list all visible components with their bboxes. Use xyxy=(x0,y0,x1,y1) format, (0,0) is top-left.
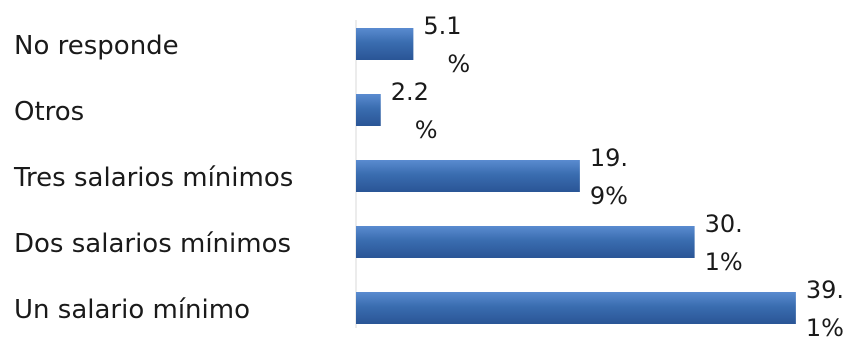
data-label-line: % xyxy=(447,50,470,78)
data-label-line: 30. xyxy=(705,210,743,238)
data-label-line: 2.2 xyxy=(391,78,429,106)
data-label-no-responde: 5.1% xyxy=(423,12,470,78)
data-label-line: 19. xyxy=(590,144,628,172)
data-label-line: % xyxy=(415,116,438,144)
data-label-tres-salarios-minimos: 19. 9% xyxy=(590,144,628,210)
bar-dos-salarios-minimos xyxy=(356,226,695,258)
data-label-un-salario-minimo: 39. 1% xyxy=(806,276,844,342)
data-label-line: 1% xyxy=(806,314,844,342)
data-label-dos-salarios-minimos: 30. 1% xyxy=(705,210,743,276)
data-label-line: 39. xyxy=(806,276,844,304)
category-label-dos-salarios-minimos: Dos salarios mínimos xyxy=(14,229,291,259)
data-label-line: 9% xyxy=(590,182,628,210)
bar-no-responde xyxy=(356,28,414,60)
data-label-line: 5.1 xyxy=(423,12,461,40)
bar-un-salario-minimo xyxy=(356,292,796,324)
category-label-un-salario-minimo: Un salario mínimo xyxy=(14,295,250,325)
bar-otros xyxy=(356,94,381,126)
data-label-line: 1% xyxy=(705,248,743,276)
data-label-otros: 2.2% xyxy=(391,78,438,144)
bar-tres-salarios-minimos xyxy=(356,160,580,192)
category-label-otros: Otros xyxy=(14,97,84,127)
category-label-tres-salarios-minimos: Tres salarios mínimos xyxy=(13,163,293,193)
category-label-no-responde: No responde xyxy=(14,31,179,61)
